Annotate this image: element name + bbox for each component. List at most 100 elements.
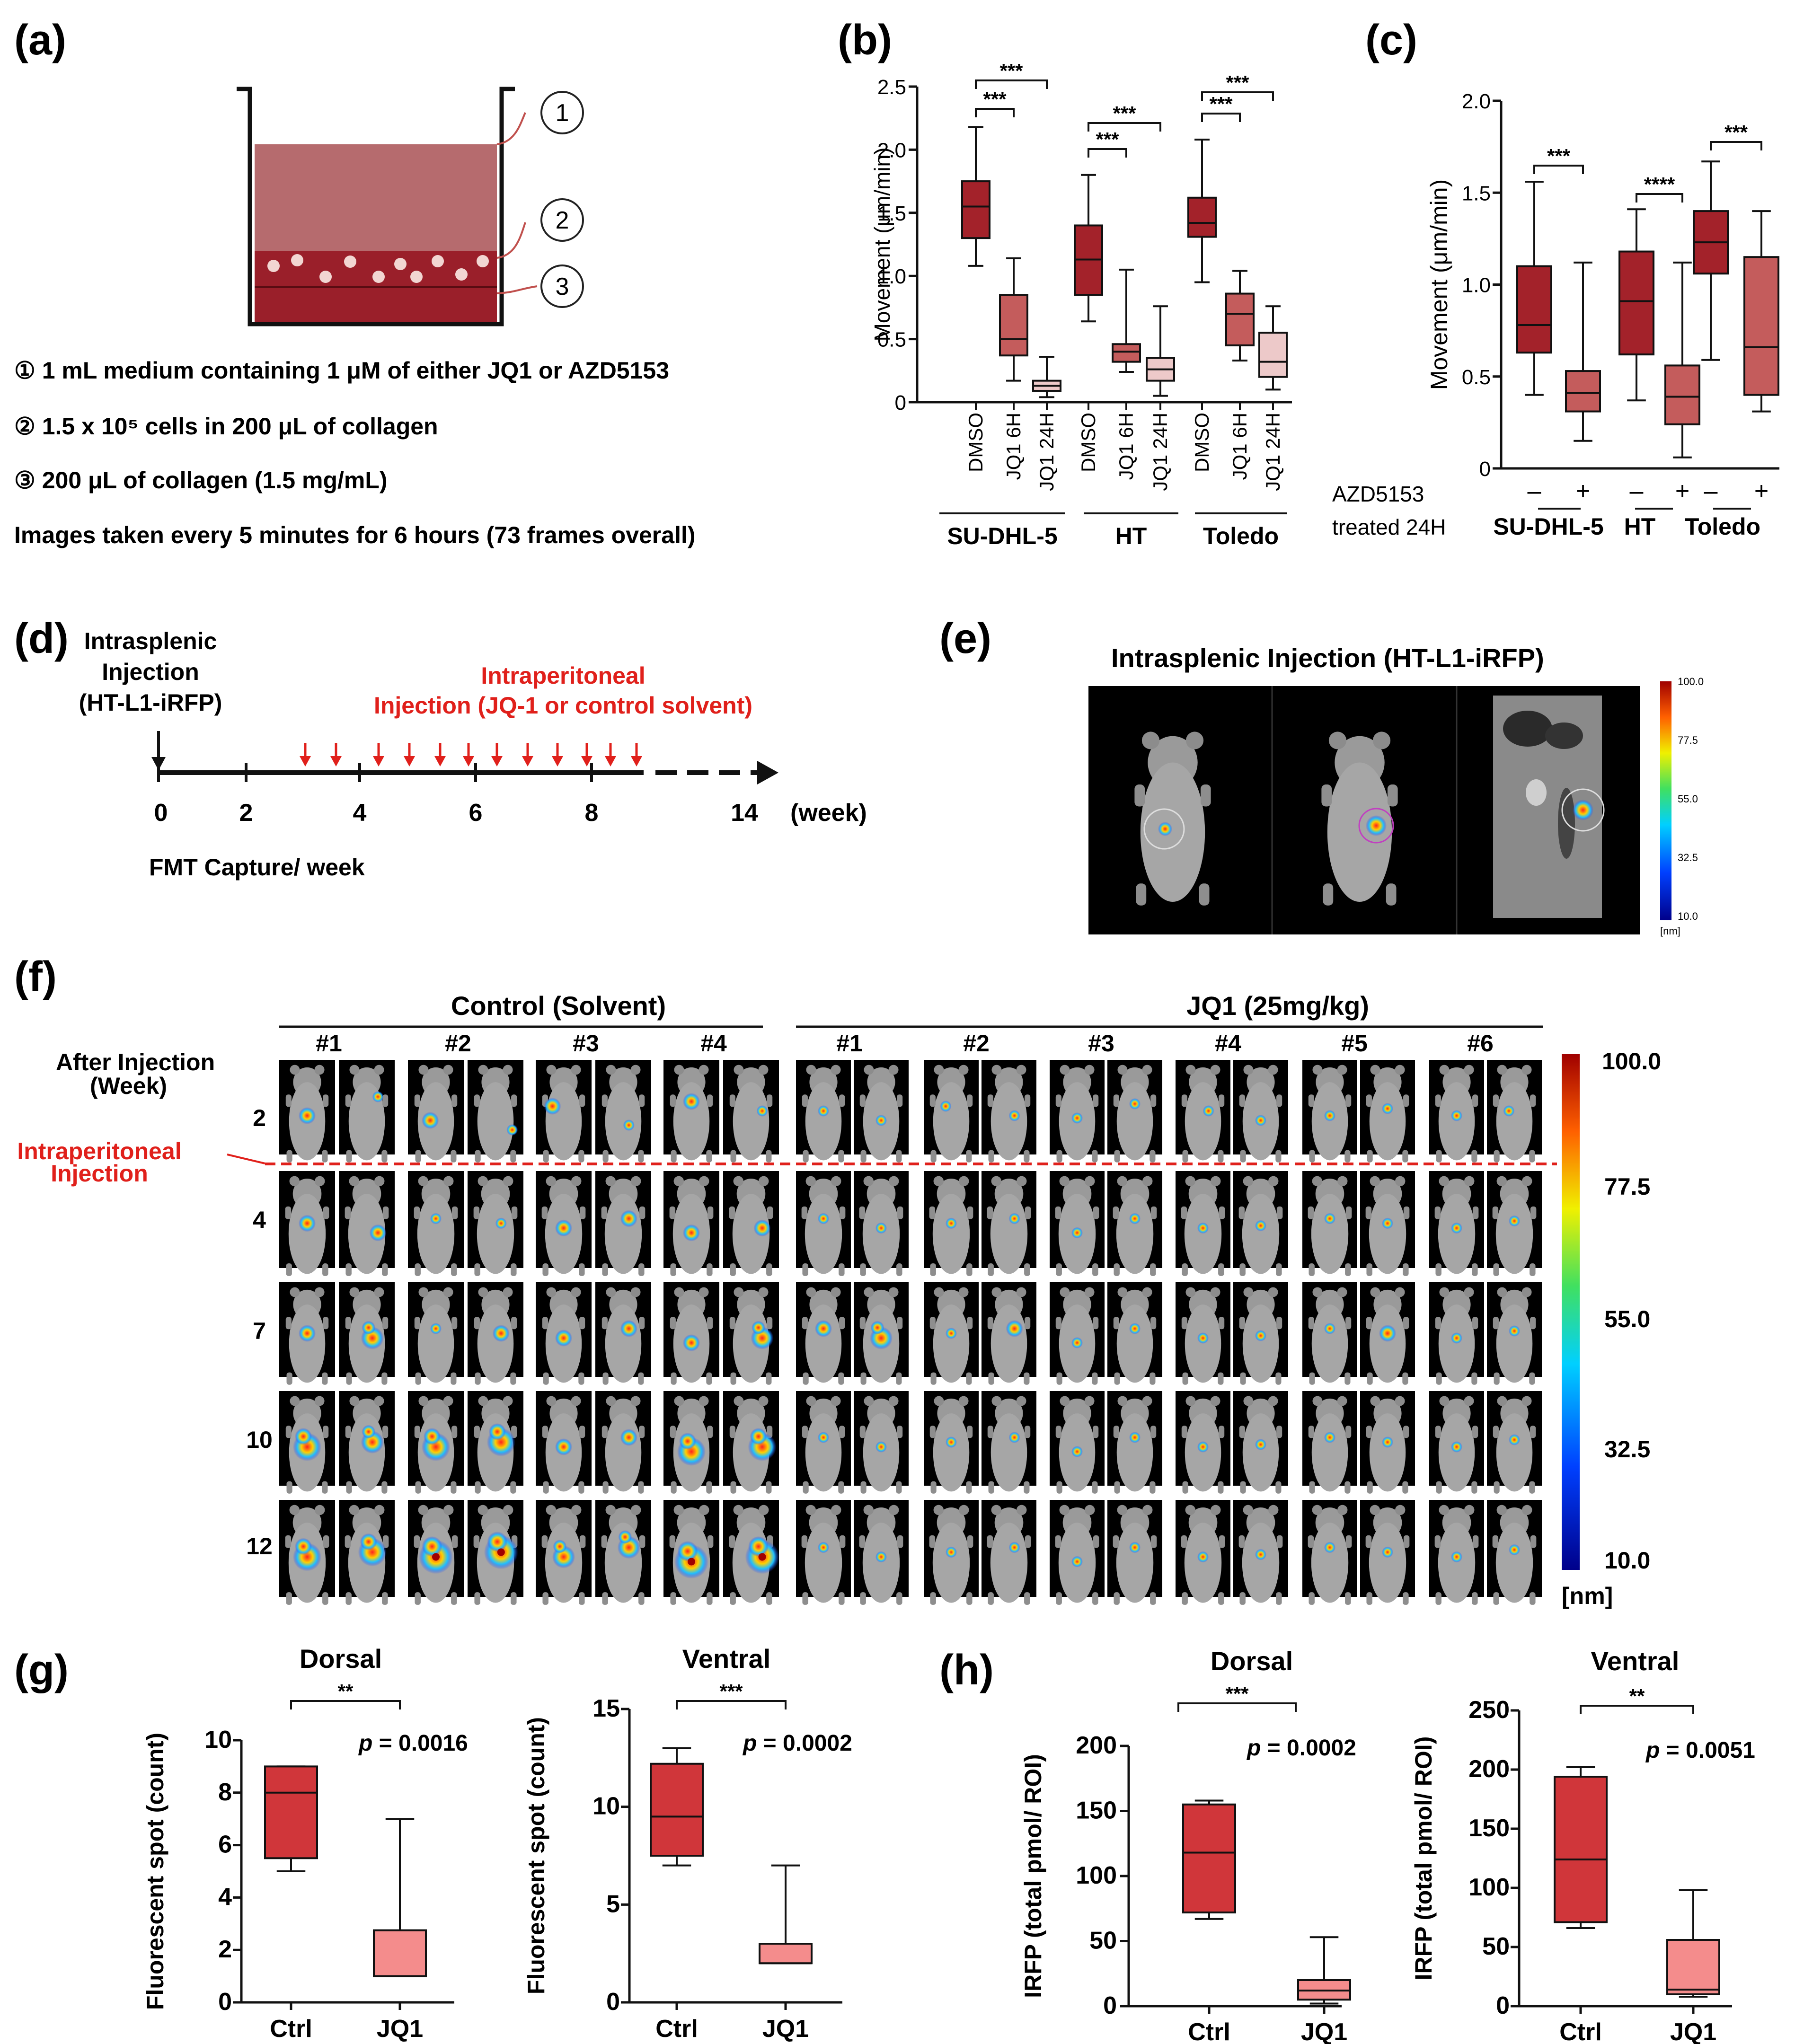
y-tick-label: 0 [895, 391, 906, 414]
signal-spot [1324, 1432, 1335, 1443]
ip-label-2: Injection [51, 1160, 148, 1187]
p-value: p = 0.0002 [1246, 1736, 1356, 1761]
box-5 [1146, 305, 1175, 397]
y-axis-label: Movement (μm/min) [870, 148, 894, 342]
week-unit: (week) [790, 799, 867, 827]
panel-f-unit: [nm] [1562, 1583, 1613, 1609]
panel-e-scale-325: 32.5 [1678, 852, 1698, 863]
sig-label: ** [338, 1680, 354, 1702]
category-label: + [1754, 477, 1769, 505]
signal-spot [756, 1105, 768, 1117]
signal-spot [1379, 1325, 1396, 1342]
box-body [999, 294, 1028, 357]
mouse-image [1050, 1060, 1105, 1163]
treatment-label-2: treated 24H [1332, 515, 1446, 539]
ip-arrow [491, 743, 503, 766]
mouse-image [1302, 1060, 1357, 1163]
y-tick-label: 1.5 [877, 202, 906, 225]
mouse-image [982, 1391, 1036, 1494]
y-tick-label: 150 [1076, 1797, 1117, 1824]
signal-spot [1071, 1112, 1083, 1124]
signal-spot [1324, 1542, 1335, 1553]
mouse-image [1050, 1171, 1105, 1276]
mouse-image [1360, 1282, 1415, 1385]
panel-e: Intrasplenic Injection (HT-L1-iRFP) 100.… [1088, 643, 1704, 937]
mouse-image [796, 1500, 851, 1605]
control-id-label: #1 [316, 1030, 342, 1057]
signal-spot [875, 1441, 887, 1453]
mouse-image [279, 1060, 335, 1163]
mouse-image [1107, 1060, 1162, 1163]
panel-e-scale-55: 55.0 [1678, 793, 1698, 805]
chart-title: Dorsal [300, 1644, 382, 1674]
mouse-image [279, 1171, 335, 1276]
chart-title: Dorsal [1211, 1646, 1293, 1676]
mouse-image-grid [279, 1060, 1542, 1605]
y-tick-label: 2.0 [877, 139, 906, 162]
mouse-image [595, 1060, 651, 1163]
category-label: Ctrl [655, 2015, 698, 2043]
mouse-image [1233, 1500, 1288, 1605]
signal-spot [1071, 1446, 1083, 1457]
bracket-line [1201, 91, 1274, 101]
mouse-image [408, 1171, 464, 1276]
mouse-image [796, 1282, 851, 1385]
y-tick-label: 0 [606, 1988, 620, 2016]
y-axis-label: IRFP (total pmol/ ROI) [1020, 1754, 1046, 1998]
signal-spot [683, 1224, 700, 1242]
panel-label-f: (f) [14, 953, 57, 1001]
signal-spot [1008, 1110, 1020, 1121]
sig-bracket: *** [1710, 121, 1762, 150]
mouse-image [1107, 1171, 1162, 1276]
group-toledo-c: Toledo [1685, 513, 1760, 540]
category-label: DMSO [964, 413, 987, 472]
mouse-image [982, 1171, 1036, 1276]
signal-spot [1008, 1542, 1020, 1553]
box-body [1516, 265, 1552, 354]
sig-label: *** [719, 1680, 743, 1702]
intrasplenic-line-2: Injection [102, 659, 199, 685]
sig-label: *** [1724, 121, 1748, 143]
y-tick-label: 0 [1103, 1992, 1117, 2019]
row-header-2: (Week) [90, 1073, 167, 1099]
signal-spot [1382, 1436, 1393, 1448]
mouse-image [1360, 1391, 1415, 1494]
bracket-line [1088, 122, 1161, 132]
box-body [1258, 332, 1288, 378]
mouse-image [1233, 1171, 1288, 1276]
mouse-image [1302, 1391, 1357, 1494]
mouse-image [279, 1282, 335, 1385]
signal-spot [369, 1224, 387, 1242]
category-label: – [1528, 477, 1541, 505]
mouse-image [663, 1171, 719, 1276]
ip-arrow-head [605, 756, 616, 766]
ip-arrow [300, 743, 311, 766]
sig-label: *** [1226, 71, 1249, 94]
sig-bracket: *** [975, 60, 1048, 89]
signal-spot [1324, 1110, 1335, 1121]
y-tick-label: 0 [1496, 1992, 1510, 2019]
box-2 [1618, 208, 1654, 402]
signal-spot [1197, 1441, 1209, 1453]
sig-bracket: *** [1201, 93, 1241, 122]
mouse-image [924, 1391, 979, 1494]
signal-core [497, 1548, 505, 1556]
y-tick-label: 8 [218, 1779, 232, 1806]
box-body [961, 180, 990, 239]
signal-spot [1197, 1222, 1209, 1234]
signal-spot [360, 1533, 377, 1551]
mouse-image [663, 1391, 719, 1494]
mouse-image [854, 1391, 909, 1494]
signal-spot [1382, 1217, 1393, 1229]
box-body [1182, 1803, 1236, 1913]
signal-spot [1197, 1551, 1209, 1563]
signal-spot [553, 1540, 567, 1553]
panel-f-scale-100: 100.0 [1602, 1048, 1661, 1075]
signal-spot [295, 1428, 312, 1445]
category-label: Ctrl [1188, 2018, 1230, 2044]
mouse-image [924, 1060, 979, 1163]
signal-spot [1255, 1439, 1266, 1450]
y-tick-label: 200 [1468, 1755, 1510, 1783]
mouse-image [408, 1500, 464, 1605]
mouse-image [1233, 1391, 1288, 1494]
